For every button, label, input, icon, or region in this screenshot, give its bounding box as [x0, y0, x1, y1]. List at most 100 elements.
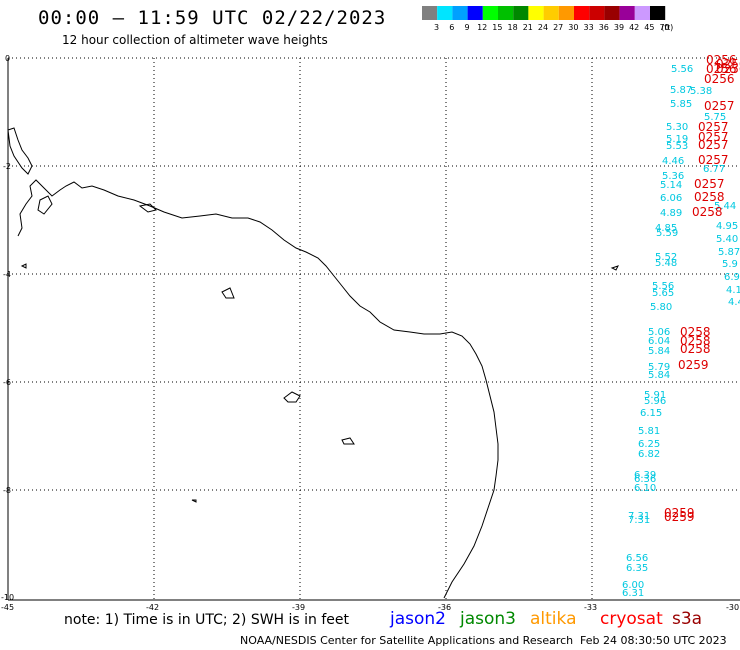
observation-time: 0257	[694, 177, 725, 191]
swh-value: 6.15	[640, 408, 662, 419]
lon-label: -36	[438, 603, 451, 612]
lon-label: -42	[146, 603, 159, 612]
colorbar-swatch	[650, 6, 666, 20]
colorbar-tick-label: 39	[614, 23, 624, 32]
colorbar-tick-label: 21	[523, 23, 533, 32]
swh-value: 7.31	[628, 511, 650, 522]
colorbar-swatch	[619, 6, 635, 20]
wave-height-colorbar: 3 6 9 12 15 18 21 24 27 30 33 36 39 42 45 70(ft)	[422, 6, 673, 32]
swh-value: 5.87	[670, 85, 692, 96]
colorbar-swatch	[634, 6, 650, 20]
colorbar-tick-label: 33	[584, 23, 594, 32]
lat-label: -2	[3, 162, 11, 171]
colorbar-tick-label: 15	[492, 23, 502, 32]
observation-time: 0257	[698, 153, 729, 167]
colorbar-tick-label: 30	[568, 23, 578, 32]
colorbar-swatch	[574, 6, 590, 20]
units-note: note: 1) Time is in UTC; 2) SWH is in fe…	[64, 612, 350, 628]
colorbar-swatch	[558, 6, 574, 20]
swh-value: 5.59	[656, 228, 678, 239]
observation-time: 0258	[692, 205, 723, 219]
swh-value: 5.87	[718, 247, 740, 258]
swh-value: 6.77	[703, 164, 725, 175]
lat-axis-labels: 0 -2 -4 -6 -8 -10	[1, 54, 14, 602]
lat-label: -10	[1, 593, 14, 602]
satellite-legend-jason2: jason2	[390, 609, 446, 629]
swh-value: 4.46	[662, 156, 684, 167]
colorbar-swatch	[543, 6, 559, 20]
swh-value: 5.19	[666, 134, 688, 145]
colorbar-swatch	[452, 6, 468, 20]
map-frame	[7, 58, 740, 601]
satellite-legend-s3a: s3a	[672, 609, 703, 629]
colorbar-swatch	[604, 6, 620, 20]
observation-time: 0258	[680, 342, 711, 356]
lat-label: -8	[3, 486, 11, 495]
colorbar-tick-label: 45	[644, 23, 654, 32]
swh-value: 6.35	[626, 563, 648, 574]
swh-value: 5.85	[670, 99, 692, 110]
observation-time: 0256	[716, 57, 740, 71]
swh-value: 4.95	[716, 221, 738, 232]
swh-value: 5.44	[714, 201, 736, 212]
colorbar-tick-label: 9	[464, 23, 469, 32]
swh-value: 5.84	[648, 370, 670, 381]
swh-value-labels: 5.565.875.385.855.305.195.534.465.365.14…	[622, 64, 740, 599]
swh-value: 5.9	[722, 259, 738, 270]
swh-value: 7.31	[628, 515, 650, 526]
colorbar-swatch	[528, 6, 544, 20]
swh-value: 6.56	[626, 553, 648, 564]
lat-label: 0	[5, 54, 10, 63]
swh-value: 6.82	[638, 449, 660, 460]
swh-value: 6.06	[660, 193, 682, 204]
lon-label: -30	[726, 603, 739, 612]
swh-value: 5.75	[704, 112, 726, 123]
swh-value: 5.52	[655, 252, 677, 263]
observation-time: 0259	[664, 506, 695, 520]
swh-value: 6.00	[622, 580, 644, 591]
observation-time: 0259	[678, 358, 709, 372]
observation-time: 0259	[664, 510, 695, 524]
swh-value: 5.96	[644, 396, 666, 407]
swh-value: 4.4	[728, 297, 740, 308]
swh-value: 5.84	[648, 346, 670, 357]
swh-value: 6.04	[648, 336, 670, 347]
observation-time: 0257	[704, 99, 735, 113]
swh-value: 4.1	[726, 285, 740, 296]
footer-credit: NOAA/NESDIS Center for Satellite Applica…	[240, 634, 574, 647]
observation-time: 0257	[698, 120, 729, 134]
satellite-legend-cryosat: cryosat	[600, 609, 663, 629]
observation-time: 0258	[680, 325, 711, 339]
observation-time: 0257	[698, 130, 729, 144]
colorbar-tick-label: 36	[599, 23, 609, 32]
swh-value: 5.65	[652, 288, 674, 299]
colorbar-tick-label: 6	[449, 23, 454, 32]
swh-value: 6.9	[724, 272, 740, 283]
lat-label: -4	[3, 270, 11, 279]
satellite-legend-jason3: jason3	[460, 609, 516, 629]
swh-value: 5.79	[648, 362, 670, 373]
swh-value: 6.31	[622, 588, 644, 599]
swh-value: 5.06	[648, 327, 670, 338]
swh-value: 5.30	[666, 122, 688, 133]
observation-time-labels: 0256025602560256025602570257025702570257…	[664, 53, 740, 524]
swh-value: 5.91	[644, 390, 666, 401]
coastline	[7, 127, 619, 599]
observation-time: 0258	[694, 190, 725, 204]
colorbar-tick-label: 70	[660, 23, 670, 32]
colorbar-swatch	[513, 6, 529, 20]
colorbar-swatch	[498, 6, 514, 20]
lon-axis-labels: -45 -42 -39 -36 -33 -30	[1, 603, 739, 612]
colorbar-swatch	[422, 6, 438, 20]
swh-value: 4.89	[660, 208, 682, 219]
colorbar-tick-label: 27	[553, 23, 563, 32]
swh-value: 5.53	[666, 141, 688, 152]
swh-value: 5.38	[690, 86, 712, 97]
swh-value: 5.48	[655, 258, 677, 269]
swh-value: 5.36	[662, 171, 684, 182]
observation-time: 0256	[706, 53, 737, 67]
colorbar-swatch	[482, 6, 498, 20]
colorbar-swatch	[437, 6, 453, 20]
swh-value: 5.56	[671, 64, 693, 75]
